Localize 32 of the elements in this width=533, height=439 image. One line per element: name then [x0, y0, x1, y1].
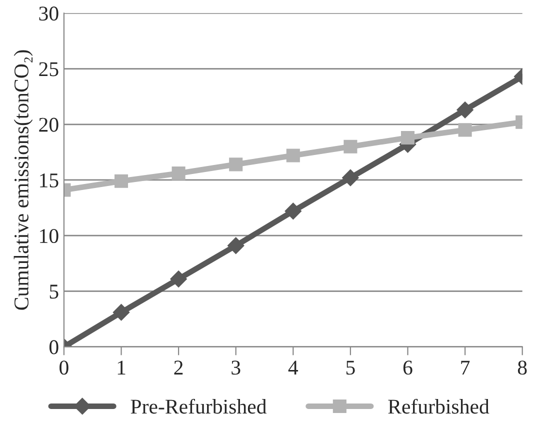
point — [284, 202, 302, 220]
x-tick-label: 4 — [288, 360, 298, 374]
point — [172, 166, 186, 180]
point — [229, 158, 243, 172]
y-tick-label: 10 — [40, 228, 58, 244]
x-tick-label: 0 — [60, 360, 68, 375]
x-tick-label: 3 — [232, 360, 240, 375]
y-axis-title: Cumulative emissions(tonCO₂) — [14, 50, 33, 310]
y-tick-label: 15 — [40, 173, 58, 188]
point — [400, 130, 415, 144]
x-tick-label: 7 — [461, 360, 470, 374]
point — [170, 270, 187, 288]
point — [458, 123, 472, 137]
point — [114, 174, 128, 188]
point — [342, 169, 359, 186]
point — [456, 102, 474, 118]
legend-label: Refurbished — [388, 398, 490, 414]
point — [344, 140, 358, 154]
y-tick-label: 0 — [49, 340, 58, 354]
y-tick-label: 25 — [39, 62, 58, 76]
y-tick-label: 5 — [50, 284, 58, 299]
x-tick-label: 8 — [518, 360, 527, 375]
point — [112, 304, 130, 321]
x-tick-label: 5 — [346, 360, 355, 375]
legend-label: Pre-Refurbished — [130, 398, 266, 414]
y-tick-label: 30 — [39, 6, 58, 21]
point — [286, 148, 300, 162]
x-tick-label: 6 — [403, 360, 412, 375]
point — [227, 237, 244, 254]
x-tick-label: 2 — [174, 360, 183, 374]
x-tick-label: 1 — [118, 360, 126, 374]
y-tick-label: 20 — [39, 118, 58, 132]
